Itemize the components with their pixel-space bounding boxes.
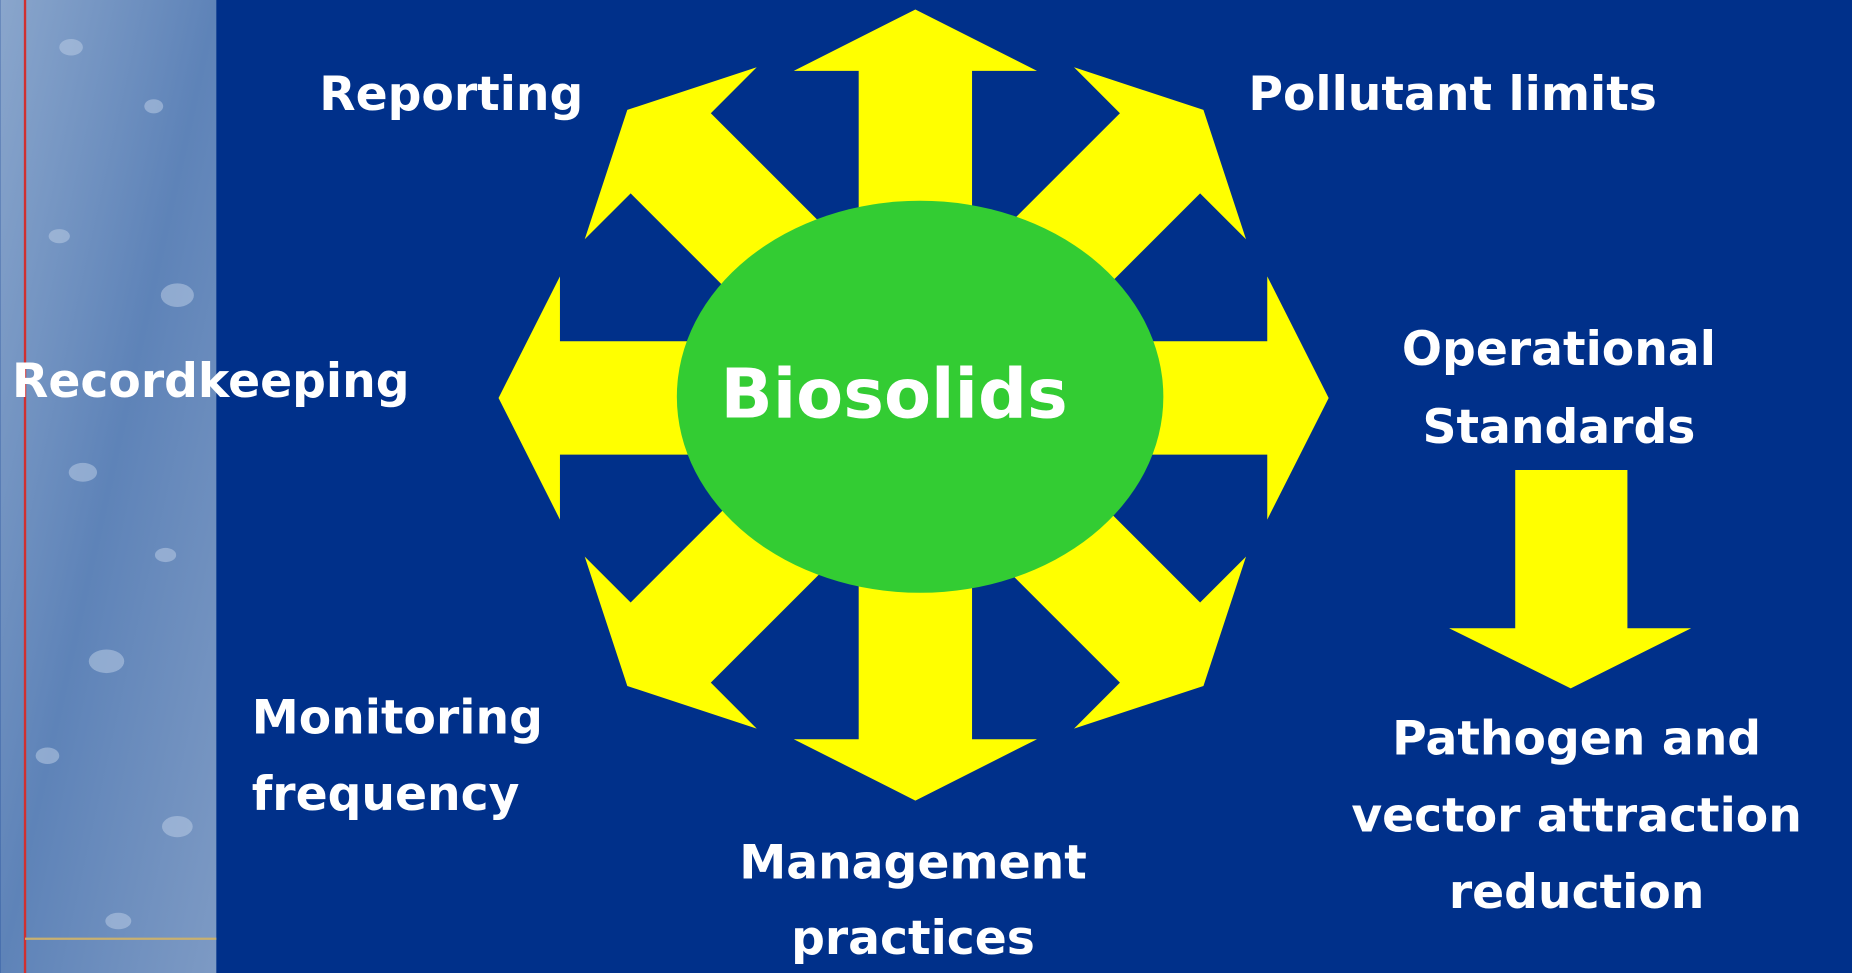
node-label: Management — [739, 836, 1087, 891]
node-label: practices — [791, 911, 1035, 966]
node-label: Standards — [1422, 400, 1695, 455]
node-label: Reporting — [319, 67, 583, 122]
node-label: Operational — [1402, 322, 1716, 377]
node-label: vector attraction — [1351, 788, 1802, 843]
node-label: Pathogen and — [1392, 712, 1761, 767]
center-label: Biosolids — [721, 355, 1068, 435]
droplets — [35, 38, 194, 930]
node-label: Recordkeeping — [12, 354, 409, 409]
node-label: Monitoring — [252, 690, 543, 745]
down-arrow — [1449, 469, 1692, 689]
node-label: reduction — [1449, 865, 1705, 920]
node-label: frequency — [252, 767, 520, 822]
center-ellipse — [676, 200, 1164, 593]
side-strip — [0, 0, 217, 973]
node-label: Pollutant limits — [1248, 67, 1657, 122]
arrow — [793, 397, 1037, 801]
